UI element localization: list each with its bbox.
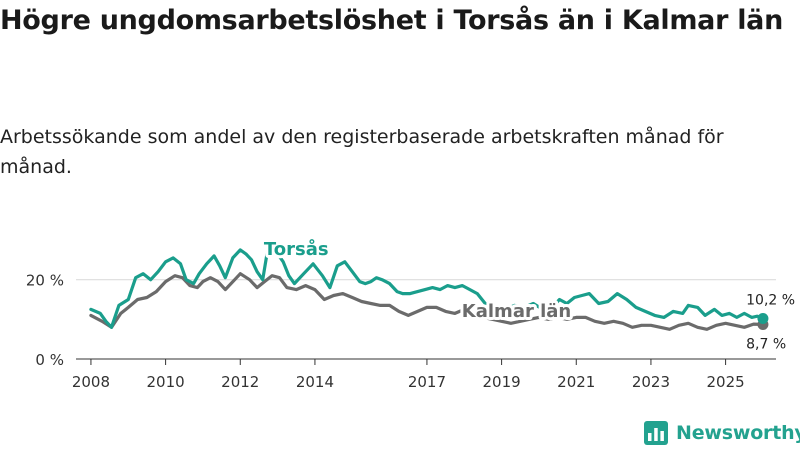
axes: 0 % 20 % 2008 2010 2012 2014 2017 2019 2021 2023 2… bbox=[26, 272, 745, 391]
series-label-torsas: Torsås bbox=[264, 238, 329, 260]
x-tick-label: 2014 bbox=[296, 373, 334, 391]
x-tick-label: 2019 bbox=[483, 373, 521, 391]
y-tick-label: 20 % bbox=[26, 272, 64, 290]
series-label-torsas-halo: Torsås bbox=[264, 238, 329, 260]
series-lines bbox=[89, 242, 769, 331]
series-label-kalmar: Kalmar län bbox=[462, 301, 571, 322]
y-tick-label: 0 % bbox=[35, 351, 64, 369]
x-tick-label: 2008 bbox=[72, 373, 110, 391]
series-label-kalmar-halo: Kalmar län bbox=[462, 301, 571, 322]
end-label-kalmar: 8,7 % bbox=[746, 336, 786, 352]
gridlines bbox=[76, 279, 776, 360]
end-point-torsas bbox=[757, 313, 769, 325]
newsworthy-logo: Newsworthy bbox=[644, 420, 800, 446]
end-label-torsas: 10,2 % bbox=[746, 293, 795, 309]
x-tick-label: 2023 bbox=[632, 373, 670, 391]
chart-subtitle: Arbetssökande som andel av den registerb… bbox=[0, 126, 724, 178]
series-line-kalmar bbox=[89, 272, 765, 331]
chart-title: Högre ungdomsarbetslöshet i Torsås än i … bbox=[0, 5, 783, 36]
x-tick-label: 2010 bbox=[147, 373, 185, 391]
x-tick-label: 2017 bbox=[408, 373, 446, 391]
series-line-torsas bbox=[89, 242, 765, 329]
x-tick-label: 2021 bbox=[557, 373, 595, 391]
x-tick-label: 2025 bbox=[707, 373, 745, 391]
bar-chart-icon bbox=[644, 421, 668, 445]
x-tick-label: 2012 bbox=[221, 373, 259, 391]
brand-name: Newsworthy bbox=[676, 422, 800, 444]
